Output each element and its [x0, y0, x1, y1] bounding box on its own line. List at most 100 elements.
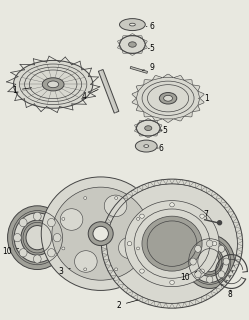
Polygon shape: [136, 105, 144, 112]
Polygon shape: [216, 284, 222, 290]
Ellipse shape: [140, 214, 144, 218]
Polygon shape: [101, 179, 243, 308]
Polygon shape: [192, 105, 200, 112]
Polygon shape: [117, 280, 124, 285]
Polygon shape: [131, 291, 138, 297]
Ellipse shape: [142, 216, 202, 271]
Polygon shape: [178, 180, 184, 185]
Polygon shape: [110, 270, 117, 276]
Ellipse shape: [218, 221, 222, 225]
Polygon shape: [237, 244, 243, 249]
Polygon shape: [163, 74, 174, 78]
Ellipse shape: [120, 19, 145, 31]
Polygon shape: [102, 249, 108, 255]
Polygon shape: [196, 297, 201, 303]
Ellipse shape: [200, 251, 219, 272]
Polygon shape: [131, 190, 138, 196]
Polygon shape: [224, 275, 231, 281]
Polygon shape: [143, 44, 147, 50]
Polygon shape: [190, 299, 196, 305]
Ellipse shape: [206, 240, 213, 247]
Polygon shape: [132, 98, 138, 105]
Ellipse shape: [200, 269, 204, 273]
Polygon shape: [136, 50, 143, 53]
Polygon shape: [137, 294, 143, 300]
Polygon shape: [143, 297, 148, 303]
Polygon shape: [154, 301, 160, 307]
Polygon shape: [206, 291, 212, 297]
Polygon shape: [143, 184, 148, 190]
Ellipse shape: [129, 23, 135, 26]
Ellipse shape: [93, 226, 108, 241]
Polygon shape: [231, 265, 237, 270]
Ellipse shape: [196, 247, 223, 276]
Polygon shape: [139, 133, 145, 136]
Polygon shape: [198, 91, 204, 98]
Ellipse shape: [190, 241, 229, 283]
Ellipse shape: [33, 255, 41, 263]
Polygon shape: [102, 233, 108, 238]
Polygon shape: [136, 77, 200, 119]
Polygon shape: [137, 187, 143, 193]
Polygon shape: [172, 179, 178, 184]
Ellipse shape: [33, 212, 41, 220]
Text: 6: 6: [146, 22, 155, 31]
Polygon shape: [233, 260, 239, 265]
Polygon shape: [139, 120, 145, 124]
Ellipse shape: [134, 209, 210, 278]
Ellipse shape: [26, 226, 49, 250]
Polygon shape: [110, 212, 117, 217]
Ellipse shape: [159, 92, 177, 104]
Ellipse shape: [218, 245, 225, 252]
Polygon shape: [134, 124, 139, 128]
Polygon shape: [128, 34, 136, 36]
Polygon shape: [152, 133, 158, 136]
Ellipse shape: [48, 81, 59, 88]
Polygon shape: [103, 255, 109, 260]
Polygon shape: [206, 190, 212, 196]
Ellipse shape: [127, 242, 132, 246]
Polygon shape: [122, 284, 128, 290]
Polygon shape: [166, 179, 172, 184]
Text: 1: 1: [12, 86, 32, 95]
Ellipse shape: [21, 220, 54, 255]
Polygon shape: [132, 91, 138, 98]
Polygon shape: [190, 182, 196, 188]
Polygon shape: [228, 270, 234, 276]
Polygon shape: [178, 302, 184, 308]
Polygon shape: [107, 217, 114, 222]
Ellipse shape: [62, 218, 65, 220]
Polygon shape: [136, 36, 143, 39]
Ellipse shape: [48, 219, 55, 227]
Polygon shape: [145, 136, 152, 138]
Ellipse shape: [13, 234, 21, 242]
Polygon shape: [198, 98, 204, 105]
Text: 6: 6: [157, 144, 164, 153]
Ellipse shape: [136, 218, 139, 220]
Ellipse shape: [19, 249, 27, 257]
Polygon shape: [174, 116, 184, 121]
Ellipse shape: [195, 245, 201, 252]
Polygon shape: [128, 53, 136, 55]
Polygon shape: [105, 260, 111, 265]
Polygon shape: [236, 249, 242, 255]
Polygon shape: [152, 120, 158, 124]
Ellipse shape: [14, 213, 61, 262]
Polygon shape: [201, 187, 207, 193]
Polygon shape: [220, 202, 227, 208]
Polygon shape: [184, 301, 190, 307]
Polygon shape: [113, 207, 120, 212]
Ellipse shape: [200, 214, 204, 218]
Polygon shape: [237, 238, 243, 244]
Polygon shape: [126, 288, 133, 294]
Polygon shape: [148, 299, 154, 305]
Polygon shape: [158, 124, 162, 128]
Polygon shape: [122, 197, 128, 204]
Polygon shape: [122, 36, 128, 39]
Polygon shape: [211, 194, 218, 199]
Polygon shape: [105, 222, 111, 227]
Ellipse shape: [223, 258, 230, 265]
Polygon shape: [101, 244, 107, 249]
Polygon shape: [154, 181, 160, 186]
Polygon shape: [211, 288, 218, 294]
